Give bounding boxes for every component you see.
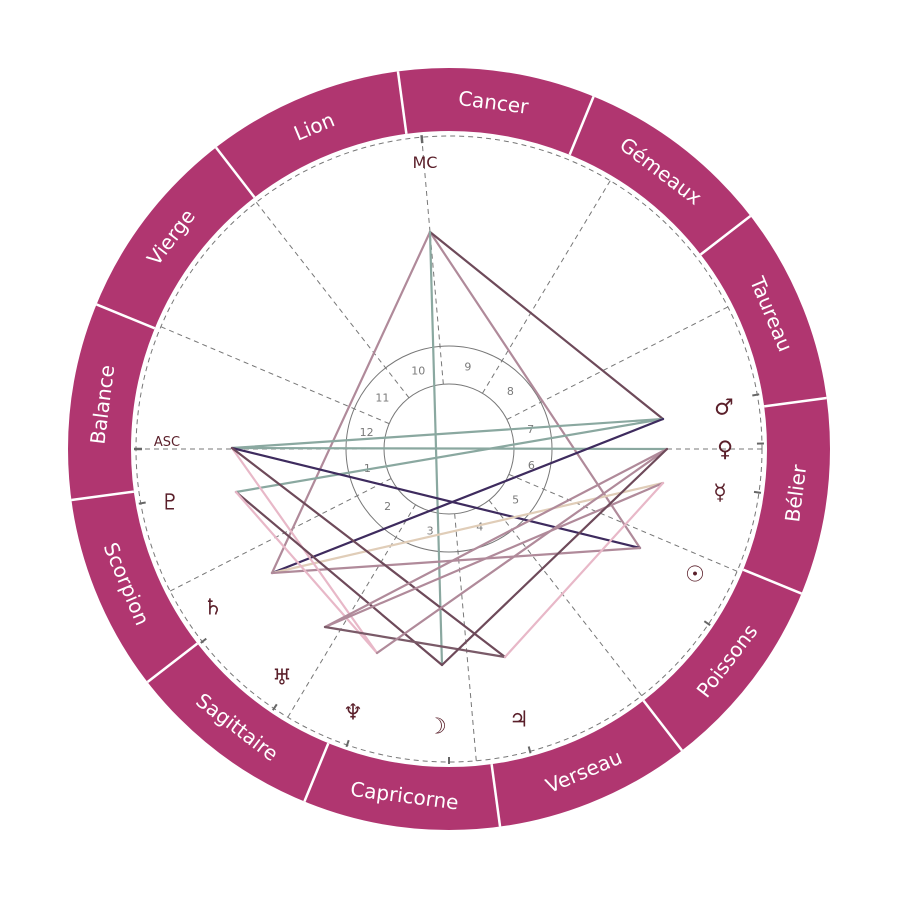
- planet-tick: [752, 393, 760, 397]
- planet-jupiter-icon: ♃: [509, 708, 529, 733]
- sign-divider: [215, 146, 256, 199]
- aspect-line: [428, 230, 642, 550]
- house-number: 2: [384, 500, 391, 513]
- house-number: 6: [528, 459, 535, 472]
- aspect-line: [323, 625, 507, 659]
- house-number: 9: [464, 361, 471, 374]
- house-number: 4: [476, 521, 483, 534]
- house-cusp-line: [506, 306, 729, 420]
- asc-label: ASC: [154, 435, 180, 450]
- house-number: 5: [512, 494, 519, 507]
- aspect-line: [234, 490, 444, 667]
- mc-label: MC: [413, 153, 438, 172]
- planet-saturne-icon: ♄: [203, 596, 223, 621]
- sign-divider: [71, 490, 135, 502]
- planet-tick: [753, 490, 762, 494]
- aspect-line: [323, 481, 665, 629]
- aspect-line: [234, 417, 665, 494]
- sign-divider: [642, 699, 683, 752]
- aspect-line: [270, 546, 642, 575]
- house-number: 3: [427, 524, 434, 537]
- sign-divider: [396, 71, 408, 135]
- planet-tick: [200, 637, 207, 644]
- planet-uranus-icon: ♅: [272, 666, 292, 691]
- planet-tick: [345, 739, 350, 748]
- aspect-line: [230, 446, 507, 659]
- sign-divider: [490, 763, 502, 827]
- house-number: 7: [527, 423, 534, 436]
- sign-divider: [763, 396, 827, 408]
- aspect-lines: [230, 230, 669, 667]
- aspect-line: [234, 490, 379, 655]
- sign-divider: [742, 568, 802, 595]
- house-number: 8: [507, 385, 514, 398]
- sign-divider: [146, 642, 199, 683]
- aspect-line: [230, 446, 642, 550]
- aspect-line: [503, 481, 665, 659]
- planet-vénus-icon: ♀: [717, 438, 733, 463]
- aspect-line: [270, 230, 432, 575]
- aspect-line: [375, 447, 669, 655]
- house-cusp-line: [169, 478, 392, 592]
- sign-divider: [699, 215, 752, 256]
- house-cusp-line: [160, 326, 390, 425]
- house-cusp-line: [255, 202, 410, 399]
- sign-divider: [568, 96, 595, 156]
- planet-tick: [138, 501, 146, 505]
- planet-neptune-icon: ♆: [343, 701, 363, 726]
- planet-lune-icon: ☽: [427, 715, 447, 740]
- planet-pluton-icon: ♇: [160, 491, 180, 516]
- sign-divider: [303, 742, 330, 802]
- aspect-line: [440, 447, 669, 667]
- planet-tick: [703, 620, 711, 626]
- house-number: 12: [360, 426, 374, 439]
- house-number: 10: [411, 364, 425, 377]
- aspect-line: [230, 446, 669, 451]
- planet-tick: [272, 703, 278, 711]
- planet-soleil-icon: ☉: [685, 563, 705, 588]
- planet-glyphs: ♂ ♀ ☿ ☉ ♃ ☽ ♆ ♅ ♄ ♇: [134, 135, 764, 764]
- house-number: 11: [375, 391, 389, 404]
- house-cusp-line: [287, 504, 416, 718]
- aspect-line: [323, 447, 669, 629]
- aspect-line: [270, 417, 665, 575]
- aspect-line: [428, 230, 665, 421]
- planet-mercure-icon: ☿: [713, 481, 727, 506]
- sign-divider: [96, 303, 156, 330]
- planet-mars-icon: ♂: [714, 396, 734, 421]
- aspect-line: [230, 417, 665, 450]
- planet-tick: [527, 746, 532, 754]
